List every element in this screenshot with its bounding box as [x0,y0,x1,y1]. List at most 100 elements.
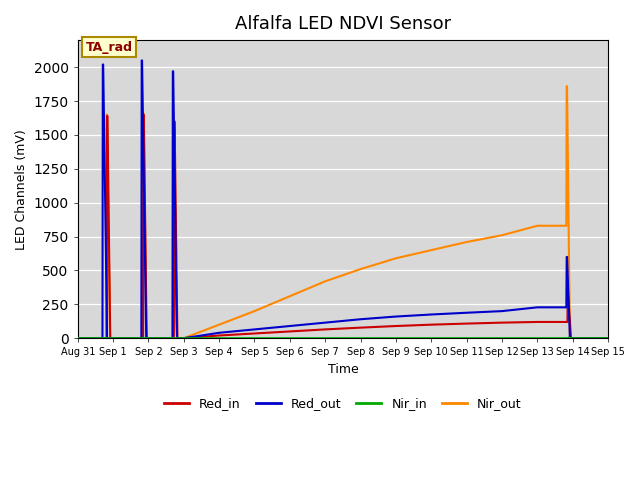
Red_in [564,319,572,325]
Red_out [142,316,150,322]
Nir_out [173,324,180,330]
Red_out [103,336,111,341]
Nir_out [180,336,188,341]
Nir_out [251,308,259,314]
Red_in [140,112,148,118]
Red_out [169,68,177,74]
Y-axis label: LED Channels (mV): LED Channels (mV) [15,129,28,250]
Red_in [356,325,364,331]
Text: TA_rad: TA_rad [86,40,132,54]
Red_out [173,336,181,341]
Nir_in [564,336,572,341]
Red_in [534,319,541,325]
Nir_in [565,335,573,340]
Red_out [138,58,146,63]
Red_out [604,336,612,341]
Nir_out [140,110,147,116]
Nir_out [170,117,178,123]
Red_out [463,310,470,316]
Red_in [568,336,575,341]
Nir_out [173,336,181,341]
Red_out [251,326,259,332]
Red_in [103,336,111,341]
Red_out [563,254,571,260]
Red_out [534,304,541,310]
Nir_in [566,336,573,341]
Red_in [173,334,181,340]
Nir_out [604,336,612,341]
Red_in [392,323,400,329]
Nir_out [321,278,329,284]
Red_in [428,322,435,327]
Red_in [171,119,179,124]
X-axis label: Time: Time [328,363,358,376]
Red_in [143,336,151,341]
Red_in [103,113,111,119]
Red_in [286,328,294,334]
Red_in [251,331,259,336]
Nir_out [566,336,574,341]
Nir_out [170,117,177,123]
Red_in [180,336,188,341]
Nir_out [143,324,150,330]
Line: Nir_in: Nir_in [77,337,608,338]
Red_in [498,320,506,325]
Red_in [143,334,150,340]
Red_in [106,334,114,340]
Red_out [99,336,106,341]
Nir_out [563,84,571,89]
Red_in [170,119,178,124]
Red_out [392,313,400,319]
Red_in [463,321,470,326]
Red_out [180,336,188,341]
Nir_out [103,112,111,118]
Red_in [104,113,111,119]
Nir_out [463,239,470,245]
Red_out [99,61,107,67]
Red_out [356,316,364,322]
Nir_out [106,326,114,332]
Red_out [286,323,294,329]
Red_out [138,336,145,341]
Line: Red_in: Red_in [77,115,608,338]
Red_out [170,68,177,74]
Nir_out [215,322,223,327]
Nir_out [534,223,541,228]
Red_out [566,334,573,340]
Red_out [498,308,506,314]
Red_out [566,336,574,341]
Line: Nir_out: Nir_out [77,86,608,338]
Nir_out [102,336,110,341]
Nir_out [498,232,506,238]
Nir_out [143,336,150,341]
Red_in [174,336,182,341]
Red_out [103,303,111,309]
Nir_out [392,255,400,261]
Red_in [564,292,572,298]
Red_in [321,326,329,332]
Red_out [215,330,223,336]
Title: Alfalfa LED NDVI Sensor: Alfalfa LED NDVI Sensor [235,15,451,33]
Red_out [168,336,176,341]
Nir_out [170,336,177,341]
Legend: Red_in, Red_out, Nir_in, Nir_out: Red_in, Red_out, Nir_in, Nir_out [159,392,527,415]
Red_in [74,336,81,341]
Red_in [564,292,572,298]
Nir_out [356,266,364,272]
Nir_out [563,84,570,89]
Nir_out [563,223,570,228]
Nir_out [139,336,147,341]
Red_out [99,61,107,67]
Nir_out [103,112,111,118]
Nir_in [74,336,81,341]
Nir_out [428,247,435,253]
Nir_in [604,336,612,341]
Nir_out [106,336,114,341]
Red_in [604,336,612,341]
Nir_out [566,334,573,340]
Red_in [170,336,178,341]
Red_in [140,336,147,341]
Red_out [138,58,145,63]
Red_out [143,336,150,341]
Red_in [107,336,115,341]
